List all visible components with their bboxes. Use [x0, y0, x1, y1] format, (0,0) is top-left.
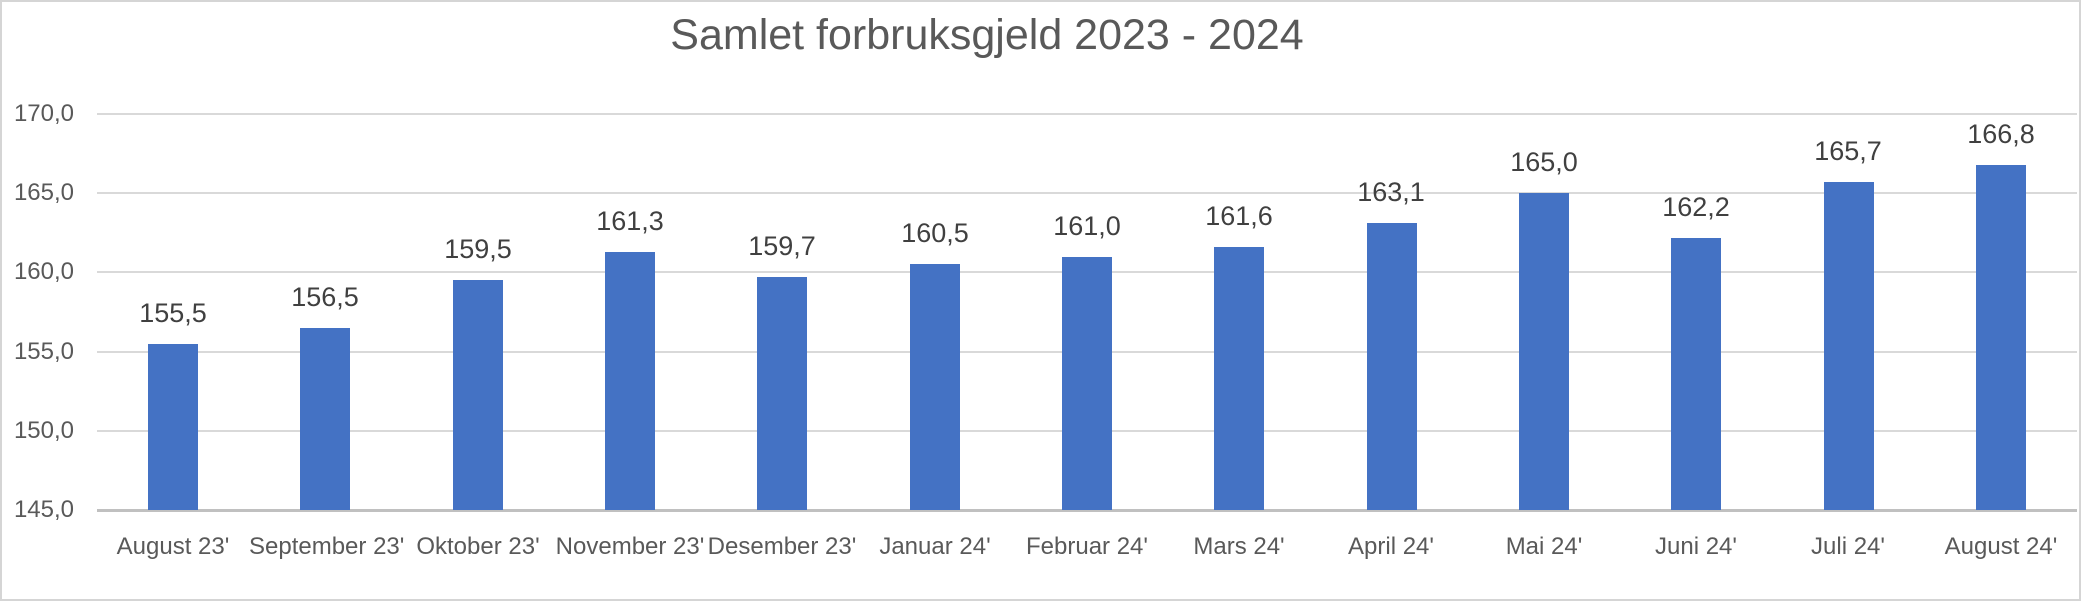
x-axis-category-label: Desember 23': [707, 533, 857, 560]
bar-value-label: 166,8: [1967, 119, 2035, 149]
x-axis-category-label: August 23': [116, 533, 230, 560]
bar: [757, 277, 807, 510]
bar-value-label: 159,5: [444, 234, 512, 264]
bar: [1976, 165, 2026, 510]
bar: [453, 280, 503, 510]
y-axis-tick-label: 155,0: [13, 338, 74, 365]
y-axis-tick-label: 170,0: [13, 100, 74, 127]
bar-value-label: 165,7: [1814, 136, 1882, 166]
x-axis-category-label: September 23': [249, 533, 405, 560]
bar: [1214, 247, 1264, 510]
bar: [910, 264, 960, 510]
bar: [300, 328, 350, 510]
bar: [148, 344, 198, 510]
bar-value-label: 156,5: [291, 282, 359, 312]
x-axis-category-label: August 24': [1944, 533, 2058, 560]
x-axis-category-label: November 23': [555, 533, 705, 560]
bar-value-label: 163,1: [1357, 177, 1425, 207]
y-axis-tick-label: 160,0: [13, 258, 74, 285]
x-axis-category-label: Februar 24': [1026, 533, 1148, 560]
x-axis-category-label: Januar 24': [879, 533, 991, 560]
bar-value-label: 161,0: [1053, 211, 1121, 241]
bar-value-label: 161,3: [596, 206, 664, 236]
y-axis-tick-label: 150,0: [13, 417, 74, 444]
bar: [1519, 193, 1569, 510]
gridline: [97, 192, 2077, 194]
chart-title: Samlet forbruksgjeld 2023 - 2024: [670, 11, 1304, 59]
x-axis-line: [97, 509, 2077, 512]
x-axis-category-label: Juni 24': [1655, 533, 1737, 560]
bar-value-label: 162,2: [1662, 192, 1730, 222]
gridline: [97, 113, 2077, 115]
x-axis-category-label: Juli 24': [1811, 533, 1885, 560]
x-axis-category-label: April 24': [1348, 533, 1434, 560]
x-axis-category-label: Mai 24': [1505, 533, 1583, 560]
bar-value-label: 159,7: [748, 231, 816, 261]
bar: [1367, 223, 1417, 510]
bar: [1671, 238, 1721, 510]
x-axis-category-label: Oktober 23': [416, 533, 540, 560]
bar-value-label: 165,0: [1510, 147, 1578, 177]
bar: [605, 252, 655, 510]
bar-value-label: 161,6: [1205, 201, 1273, 231]
y-axis-tick-label: 145,0: [13, 496, 74, 523]
bar: [1062, 257, 1112, 510]
bar-value-label: 160,5: [901, 218, 969, 248]
y-axis-tick-label: 165,0: [13, 179, 74, 206]
bar: [1824, 182, 1874, 510]
bar-value-label: 155,5: [139, 298, 207, 328]
x-axis-category-label: Mars 24': [1193, 533, 1285, 560]
